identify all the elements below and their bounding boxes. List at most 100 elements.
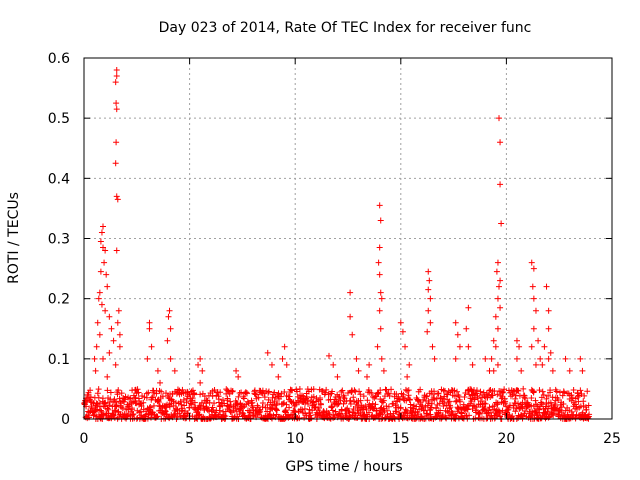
data-point (425, 286, 432, 293)
data-point (525, 403, 532, 410)
data-point (261, 394, 268, 401)
data-point (310, 393, 317, 400)
data-point (269, 415, 275, 422)
data-point (480, 389, 487, 396)
x-tick-label: 0 (80, 431, 89, 447)
data-point (577, 387, 584, 394)
data-point (530, 295, 537, 302)
data-point (496, 115, 503, 122)
data-point (550, 412, 557, 419)
data-point (368, 389, 375, 396)
data-point (330, 361, 337, 368)
data-point (172, 399, 179, 406)
x-tick-label: 15 (392, 431, 410, 447)
data-point (154, 367, 161, 374)
data-point (100, 223, 107, 230)
data-point (463, 405, 470, 412)
data-point (550, 406, 557, 413)
data-point (227, 398, 234, 405)
data-point (497, 304, 504, 311)
data-point (499, 407, 506, 414)
data-point (249, 399, 256, 406)
data-point (92, 367, 99, 374)
data-point (203, 397, 210, 404)
data-point (308, 415, 315, 422)
data-point (539, 361, 546, 368)
data-point (577, 355, 584, 362)
data-point (163, 404, 170, 411)
data-point (325, 352, 332, 359)
data-point (383, 403, 390, 410)
data-point (453, 397, 460, 404)
data-point (119, 405, 126, 412)
data-point (545, 355, 552, 362)
data-point (94, 319, 101, 326)
y-tick-label: 0.4 (48, 171, 70, 187)
data-point (385, 403, 392, 410)
data-point (360, 393, 367, 400)
data-point (454, 331, 461, 338)
data-point (355, 367, 362, 374)
data-point (547, 399, 554, 406)
data-point (113, 73, 120, 80)
data-point (518, 411, 525, 418)
data-point (490, 367, 497, 374)
data-point (254, 391, 261, 398)
data-point (465, 304, 472, 311)
data-point (496, 283, 503, 290)
data-point (530, 265, 537, 272)
data-point (259, 387, 266, 394)
data-point (497, 181, 504, 188)
data-point (94, 390, 101, 397)
data-point (570, 387, 577, 394)
data-point (196, 411, 203, 418)
data-point (553, 410, 560, 417)
data-point (112, 361, 119, 368)
data-point (413, 403, 420, 410)
data-point (509, 391, 516, 398)
data-point (178, 401, 185, 408)
data-point (122, 393, 129, 400)
data-point (532, 397, 539, 404)
data-point (423, 393, 430, 400)
data-point (95, 295, 102, 302)
data-point (148, 394, 155, 401)
data-point (328, 404, 335, 411)
data-point (513, 337, 520, 344)
data-point (350, 394, 357, 401)
data-point (102, 307, 109, 314)
data-point (426, 277, 433, 284)
data-point (96, 403, 103, 410)
data-point (521, 394, 528, 401)
data-point (448, 386, 455, 393)
data-point (427, 319, 434, 326)
data-point (365, 386, 372, 393)
data-point (536, 387, 543, 394)
data-point (456, 396, 463, 403)
data-point (316, 396, 323, 403)
data-point (281, 388, 288, 395)
data-point (96, 331, 103, 338)
data-point (134, 386, 141, 393)
data-point (345, 408, 352, 415)
data-point (84, 397, 91, 404)
data-point (545, 325, 552, 332)
data-point (241, 395, 248, 402)
data-point (279, 355, 286, 362)
data-point (242, 389, 249, 396)
data-point (150, 402, 157, 409)
data-point (463, 325, 470, 332)
data-point (96, 289, 103, 296)
data-point (451, 393, 458, 400)
data-point (553, 388, 560, 395)
grid-lines (84, 58, 612, 419)
data-point (349, 331, 356, 338)
data-point (179, 386, 186, 393)
data-point (500, 389, 507, 396)
x-tick-label: 10 (286, 431, 304, 447)
data-point (174, 406, 181, 413)
data-point (409, 405, 416, 412)
data-point (477, 388, 484, 395)
data-point (146, 325, 153, 332)
data-point (528, 343, 535, 350)
